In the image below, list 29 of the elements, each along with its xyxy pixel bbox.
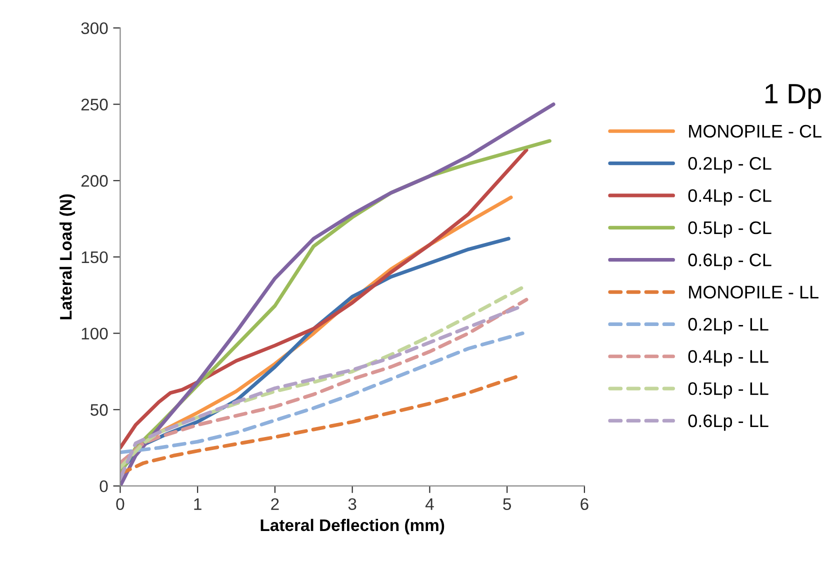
y-tick-label: 200 [81, 175, 108, 187]
legend-label: 0.5Lp - LL [688, 382, 768, 399]
y-tick-label: 150 [82, 251, 108, 264]
x-tick-label: 4 [425, 498, 434, 510]
legend-label: 0.2Lp - LL [688, 318, 768, 334]
y-tick-label: 250 [81, 98, 108, 110]
legend-label: 0.6Lp - CL [688, 254, 772, 270]
legend-title: 1 Dp [766, 84, 821, 110]
legend-label: 0.5Lp - CL [688, 221, 772, 238]
y-axis-title: Lateral Load (N) [60, 194, 76, 320]
legend-label: 0.4Lp - LL [688, 350, 768, 366]
legend-label: MONOPILE - LL [689, 286, 818, 299]
y-tick-label: 300 [81, 22, 108, 34]
y-tick-label: 100 [82, 328, 108, 340]
x-tick-label: 2 [271, 498, 279, 510]
y-tick-label: 50 [90, 404, 108, 416]
x-axis-title: Lateral Deflection (mm) [260, 518, 444, 534]
line-series [120, 331, 524, 454]
legend-label: 0.2Lp - CL [688, 157, 772, 174]
x-tick-label: 6 [580, 498, 588, 510]
x-tick-label: 1 [194, 498, 202, 510]
x-tick-label: 3 [348, 498, 356, 510]
x-tick-label: 0 [116, 498, 124, 510]
y-tick-label: 0 [100, 480, 108, 492]
x-tick-label: 5 [503, 498, 512, 510]
legend-label: MONOPILE - CL [689, 124, 822, 138]
legend-label: 0.4Lp - CL [688, 189, 772, 206]
legend-label: 0.6Lp - LL [688, 414, 768, 431]
line-series [120, 148, 528, 450]
